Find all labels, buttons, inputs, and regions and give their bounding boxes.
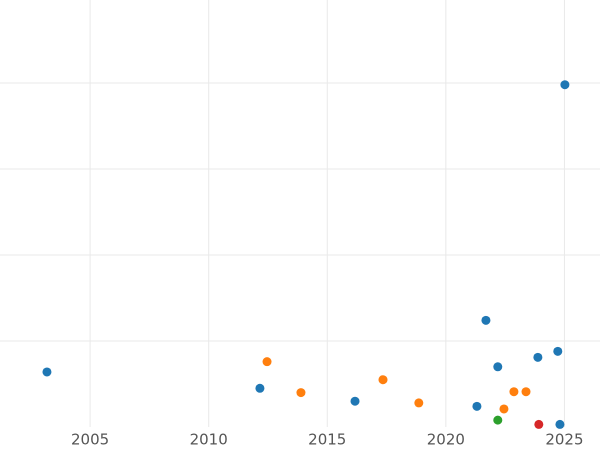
point [533, 352, 543, 362]
point [560, 80, 570, 90]
x-tick-label: 2025 [545, 431, 583, 449]
point [378, 375, 388, 385]
point [414, 398, 424, 408]
point [534, 419, 544, 429]
x-tick-label: 2005 [71, 431, 109, 449]
point [472, 401, 482, 411]
point [499, 404, 509, 414]
point [350, 396, 360, 406]
point [493, 415, 503, 425]
point [255, 383, 265, 393]
point [296, 388, 306, 398]
point [553, 346, 563, 356]
point [509, 387, 519, 397]
x-tick-label: 2020 [427, 431, 465, 449]
x-tick-label: 2015 [308, 431, 346, 449]
point [521, 387, 531, 397]
point [42, 367, 52, 377]
point [493, 362, 503, 372]
point [555, 419, 565, 429]
point [262, 357, 272, 367]
x-tick-label: 2010 [190, 431, 228, 449]
point [481, 315, 491, 325]
